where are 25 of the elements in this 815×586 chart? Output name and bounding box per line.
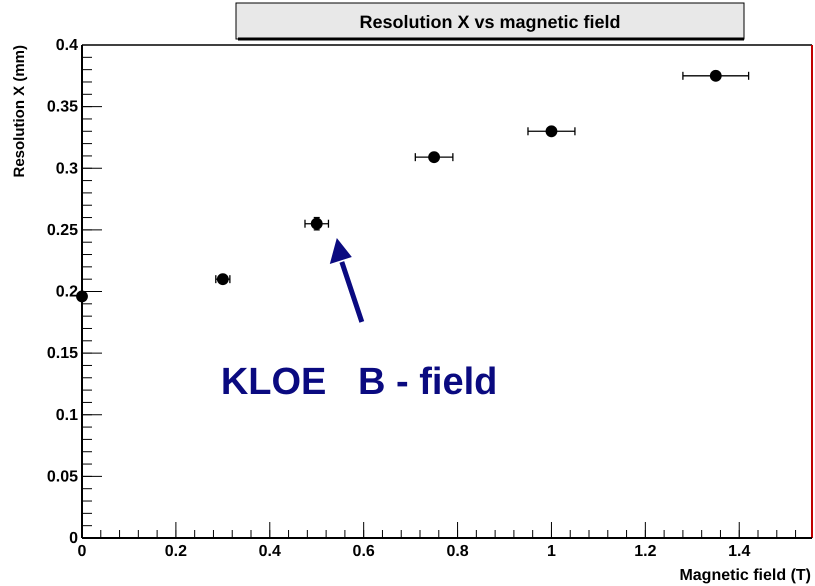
- x-tick-label: 0.4: [258, 543, 281, 560]
- point: [428, 151, 440, 164]
- x-tick-label: 1.2: [634, 543, 657, 560]
- y-axis-title: Resolution X (mm): [11, 45, 28, 178]
- point: [76, 290, 88, 302]
- x-tick-label: 1.4: [728, 543, 750, 560]
- annotation: KLOE B - field: [220, 360, 498, 403]
- y-tick-label: 0.2: [56, 284, 78, 300]
- x-tick-label: 0.8: [446, 543, 469, 560]
- x-tick-label: 0.6: [352, 543, 375, 560]
- x-tick-label: 0.2: [164, 543, 188, 560]
- x-axis-title: Magnetic field (T): [679, 567, 811, 584]
- y-tick-label: 0.05: [46, 468, 78, 486]
- point: [310, 218, 323, 230]
- x-tick-label: 1: [547, 543, 556, 560]
- y-tick-label: 0.15: [46, 345, 78, 362]
- point: [710, 70, 722, 82]
- y-tick-label: 0.1: [56, 406, 78, 424]
- y-tick-label: 0.25: [46, 222, 78, 239]
- y-tick-label: 0: [69, 530, 78, 547]
- point: [546, 125, 558, 138]
- y-tick-label: 0.4: [56, 37, 78, 54]
- y-tick-label: 0.35: [46, 98, 78, 116]
- chart-title: Resolution X vs magnetic field: [359, 12, 621, 32]
- y-tick-label: 0.3: [56, 160, 78, 178]
